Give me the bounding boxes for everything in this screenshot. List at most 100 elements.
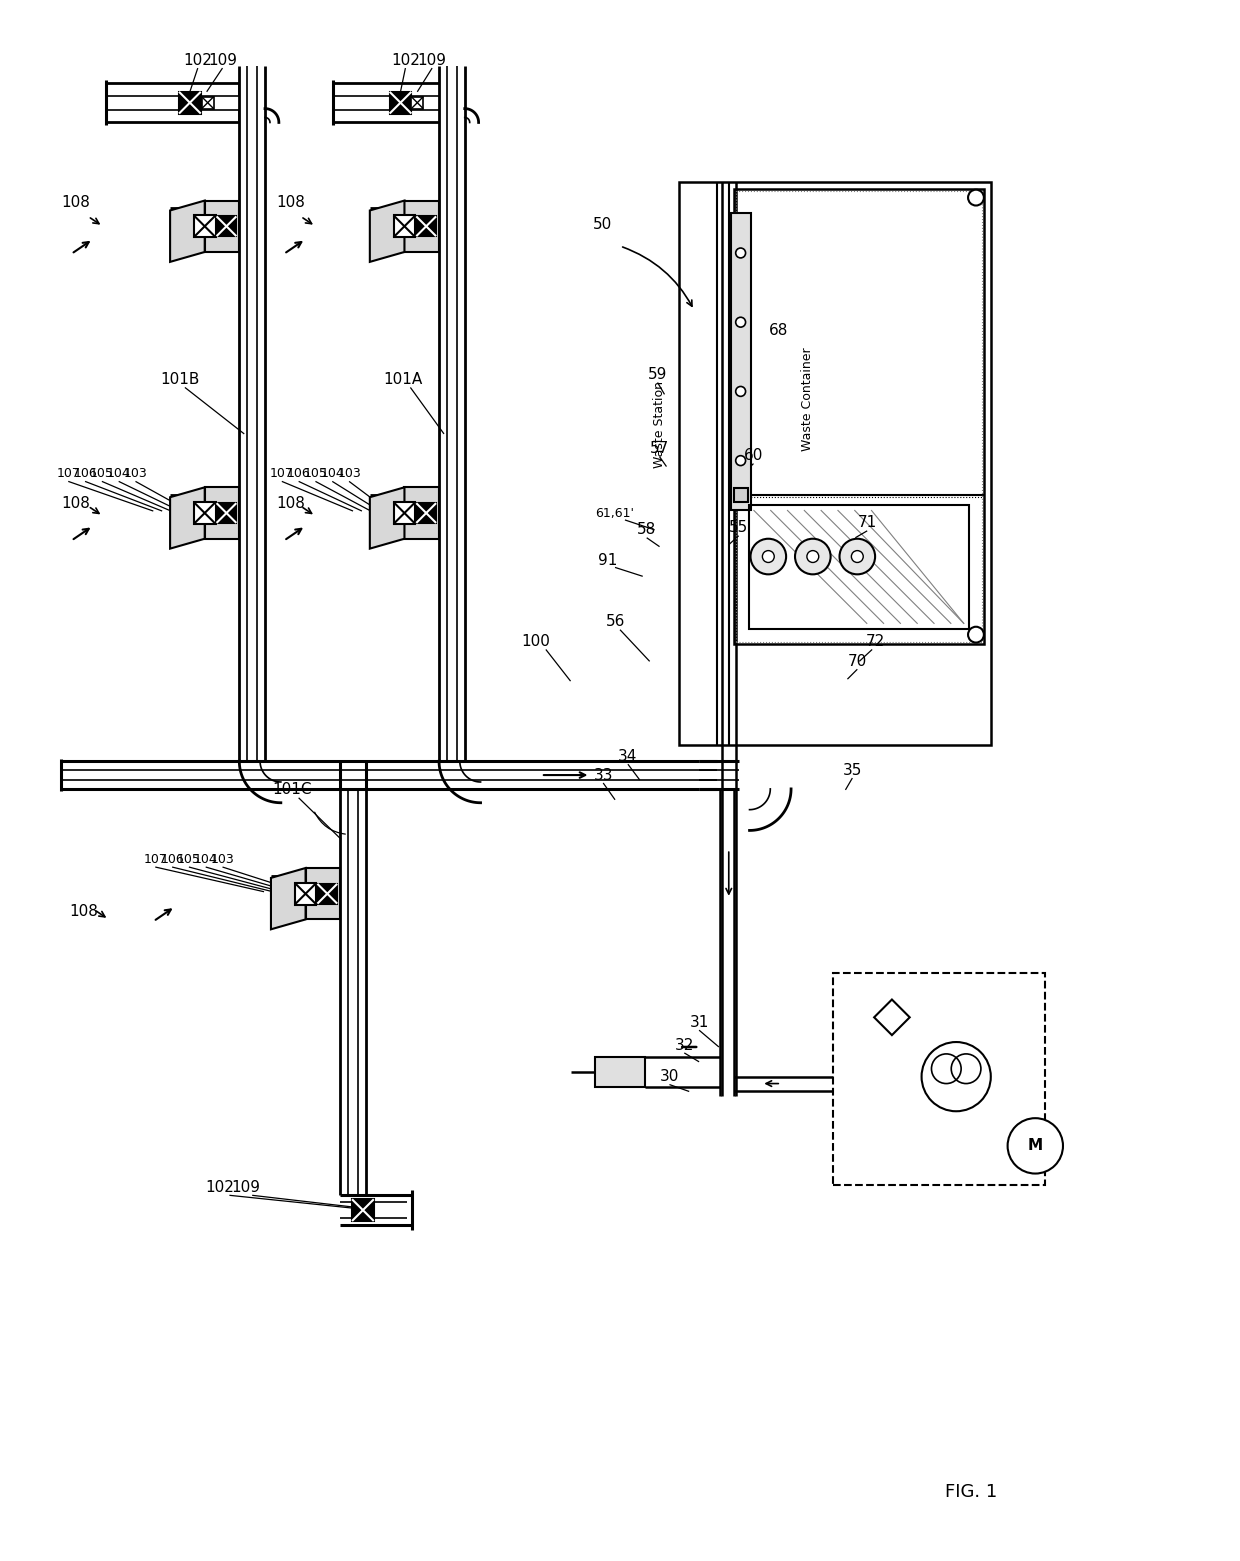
Text: 108: 108 xyxy=(69,904,98,919)
Polygon shape xyxy=(370,487,404,548)
Text: 105: 105 xyxy=(177,852,201,866)
Text: 101A: 101A xyxy=(383,372,422,387)
Bar xyxy=(417,217,436,236)
Text: 106: 106 xyxy=(160,852,184,866)
Text: 103: 103 xyxy=(124,467,148,479)
Text: 109: 109 xyxy=(208,53,237,67)
Text: 60: 60 xyxy=(744,448,763,464)
Text: Waste Station: Waste Station xyxy=(653,381,666,468)
Bar xyxy=(734,189,983,643)
Text: 104: 104 xyxy=(320,467,345,479)
Circle shape xyxy=(795,539,831,574)
Circle shape xyxy=(735,317,745,328)
Text: 91: 91 xyxy=(599,553,618,568)
Circle shape xyxy=(763,551,774,562)
Text: 108: 108 xyxy=(62,195,91,211)
Text: 103: 103 xyxy=(337,467,361,479)
Polygon shape xyxy=(205,487,239,539)
Bar xyxy=(749,506,968,629)
Bar xyxy=(217,503,237,523)
Bar xyxy=(595,1057,645,1086)
Bar xyxy=(202,97,213,109)
Bar xyxy=(412,97,423,109)
Text: 106: 106 xyxy=(73,467,97,479)
Text: 109: 109 xyxy=(232,1180,260,1194)
Text: 103: 103 xyxy=(211,852,234,866)
Bar xyxy=(393,215,415,237)
Text: FIG. 1: FIG. 1 xyxy=(945,1483,997,1502)
Text: 100: 100 xyxy=(522,634,551,649)
Text: 58: 58 xyxy=(637,523,656,537)
Text: 102: 102 xyxy=(184,53,212,67)
Text: 105: 105 xyxy=(91,467,114,479)
Text: 30: 30 xyxy=(660,1069,680,1085)
Polygon shape xyxy=(404,487,439,539)
Bar xyxy=(730,214,750,510)
Bar xyxy=(393,503,415,524)
Text: 57: 57 xyxy=(650,442,670,456)
Text: Waste Container: Waste Container xyxy=(801,348,815,451)
Text: 101C: 101C xyxy=(272,782,311,798)
Text: 68: 68 xyxy=(769,323,787,337)
Circle shape xyxy=(750,539,786,574)
Circle shape xyxy=(735,456,745,465)
Text: 56: 56 xyxy=(606,615,626,629)
Circle shape xyxy=(968,190,983,206)
Polygon shape xyxy=(170,200,205,262)
Text: M: M xyxy=(1028,1138,1043,1154)
Text: 31: 31 xyxy=(689,1015,709,1030)
Circle shape xyxy=(735,387,745,396)
Bar xyxy=(317,884,337,904)
Bar xyxy=(217,217,237,236)
Circle shape xyxy=(968,628,983,643)
Text: 109: 109 xyxy=(418,53,446,67)
Bar xyxy=(734,489,748,503)
Circle shape xyxy=(852,551,863,562)
Text: 105: 105 xyxy=(304,467,327,479)
Circle shape xyxy=(1008,1118,1063,1174)
Circle shape xyxy=(735,248,745,258)
Text: 32: 32 xyxy=(675,1038,694,1052)
Text: 35: 35 xyxy=(843,763,862,777)
Text: 34: 34 xyxy=(619,749,637,763)
Polygon shape xyxy=(170,487,205,548)
Bar xyxy=(193,215,216,237)
Bar xyxy=(193,503,216,524)
Text: 61,61': 61,61' xyxy=(595,506,635,520)
Text: 33: 33 xyxy=(594,768,613,782)
Polygon shape xyxy=(404,200,439,251)
Bar xyxy=(179,92,201,114)
Text: 102: 102 xyxy=(391,53,420,67)
Bar xyxy=(832,973,1045,1185)
Text: 104: 104 xyxy=(107,467,130,479)
Bar xyxy=(735,190,982,642)
Text: 101B: 101B xyxy=(160,372,200,387)
Circle shape xyxy=(839,539,875,574)
Text: 59: 59 xyxy=(647,367,667,382)
Bar xyxy=(295,884,316,904)
Bar xyxy=(680,181,991,746)
Polygon shape xyxy=(205,200,239,251)
Text: 108: 108 xyxy=(62,496,91,510)
Text: 107: 107 xyxy=(144,852,167,866)
Text: 50: 50 xyxy=(593,217,611,231)
Polygon shape xyxy=(370,200,404,262)
Polygon shape xyxy=(874,999,910,1035)
Bar xyxy=(352,1199,373,1221)
Text: 72: 72 xyxy=(866,634,884,649)
Bar xyxy=(389,92,412,114)
Polygon shape xyxy=(272,868,305,929)
Text: 55: 55 xyxy=(729,520,748,535)
Circle shape xyxy=(807,551,818,562)
Text: 104: 104 xyxy=(193,852,217,866)
Polygon shape xyxy=(305,868,340,919)
Text: 107: 107 xyxy=(270,467,294,479)
Bar xyxy=(417,503,436,523)
Text: 70: 70 xyxy=(848,654,867,668)
Text: 106: 106 xyxy=(286,467,310,479)
Text: 108: 108 xyxy=(277,195,305,211)
Text: 71: 71 xyxy=(858,515,877,531)
Circle shape xyxy=(921,1043,991,1111)
Text: 107: 107 xyxy=(56,467,81,479)
Text: 102: 102 xyxy=(205,1180,234,1194)
